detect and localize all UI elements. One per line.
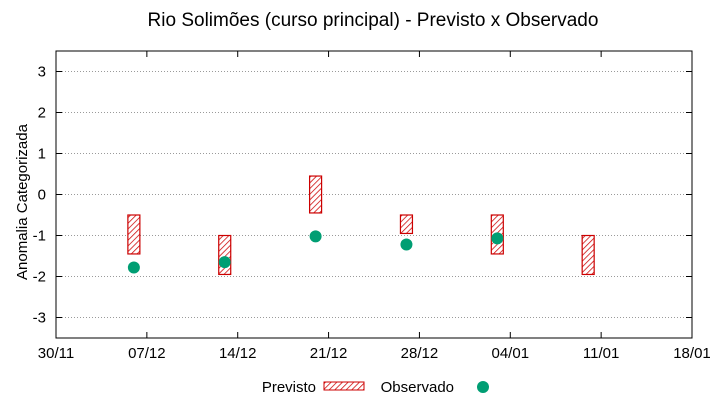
observado-point — [491, 232, 504, 245]
x-tick-label: 04/01 — [492, 345, 530, 362]
y-tick-label: -2 — [33, 269, 46, 286]
x-tick-label: 11/01 — [583, 345, 619, 362]
x-tick-label: 30/11 — [38, 345, 74, 362]
x-tick-label: 14/12 — [219, 345, 257, 362]
previsto-box — [218, 234, 232, 276]
axes: 3 2 1 0 -1 -2 -3 30/11 07/12 14/12 21/12 28/12 04/01… — [33, 51, 711, 362]
x-tick-label: 18/01 — [673, 345, 711, 362]
observado-series — [127, 230, 504, 274]
y-tick-label: 0 — [38, 187, 46, 204]
observado-point — [218, 256, 231, 269]
previsto-box — [127, 214, 141, 255]
y-tick-label: 1 — [38, 146, 46, 163]
y-tick-label: -3 — [33, 310, 46, 327]
x-tick-label: 28/12 — [401, 345, 439, 362]
legend: Previsto Observado — [262, 379, 489, 396]
observado-point — [309, 230, 322, 243]
observado-point — [127, 261, 140, 274]
legend-observado-label: Observado — [381, 379, 454, 396]
grid — [56, 71, 692, 318]
legend-previsto-swatch — [323, 381, 365, 391]
previsto-box — [308, 175, 323, 214]
legend-previsto-label: Previsto — [262, 379, 316, 396]
previsto-box — [581, 234, 595, 276]
y-tick-label: -1 — [33, 228, 46, 245]
x-tick-label: 07/12 — [128, 345, 166, 362]
y-tick-label: 2 — [38, 105, 46, 122]
observado-point — [400, 238, 413, 251]
previsto-box — [399, 214, 414, 235]
legend-observado-swatch — [477, 381, 489, 393]
x-tick-label: 21/12 — [310, 345, 348, 362]
y-axis-title: Anomalia Categorizada — [14, 123, 31, 280]
chart-title: Rio Solimões (curso principal) - Previst… — [148, 10, 599, 31]
y-tick-label: 3 — [38, 64, 46, 81]
previsto-series — [127, 175, 595, 276]
